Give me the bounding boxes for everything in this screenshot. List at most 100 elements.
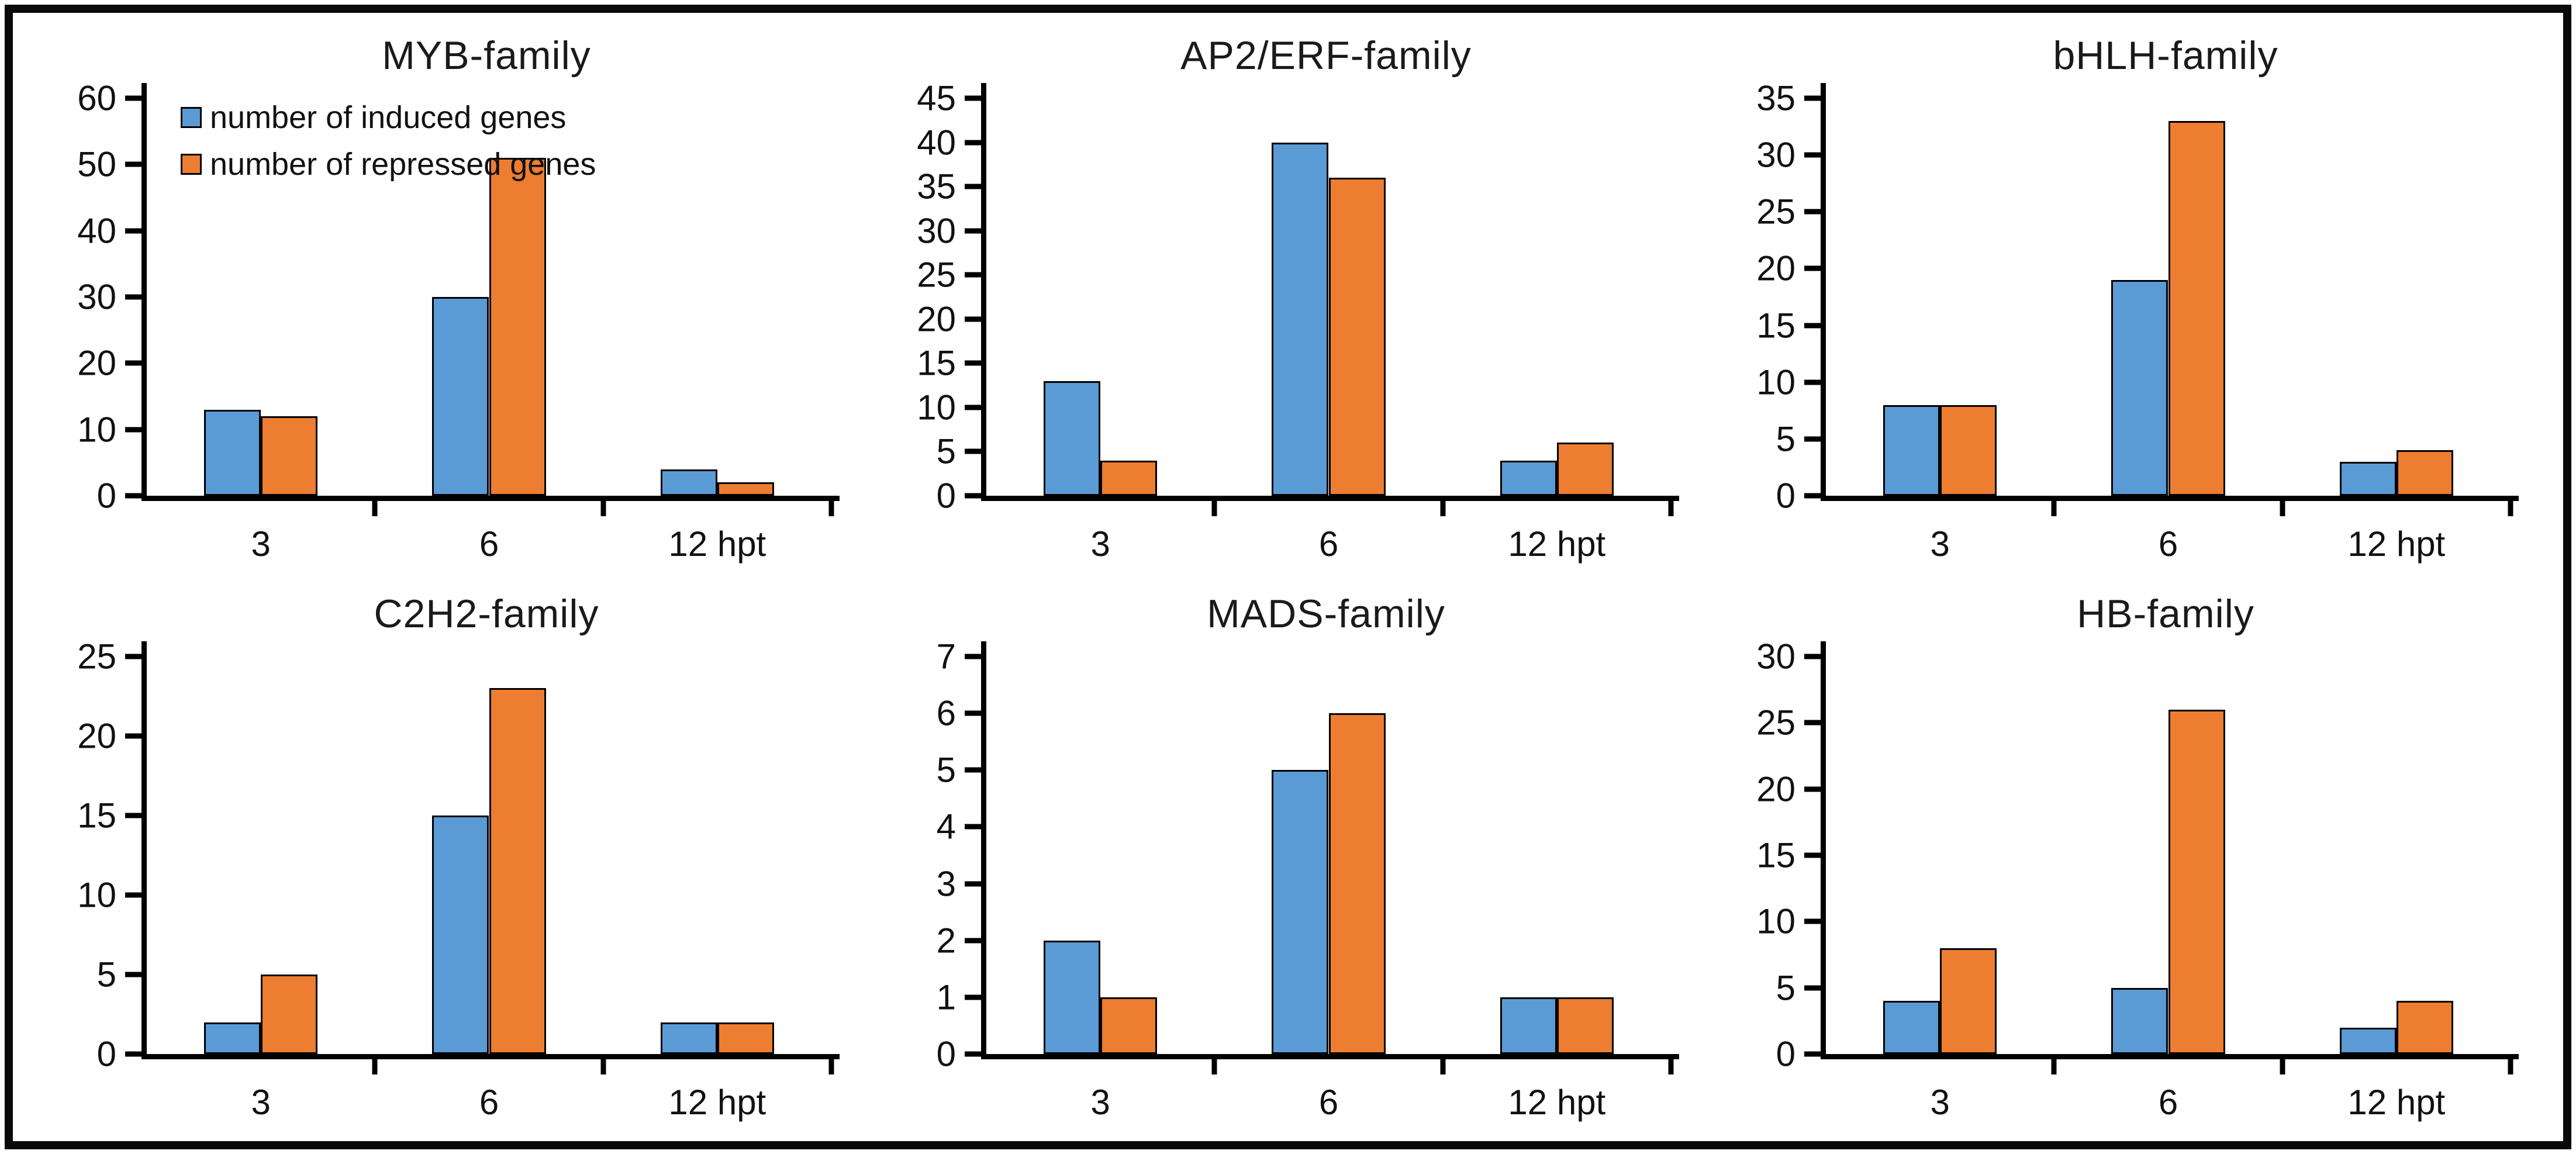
y-tick: [965, 184, 981, 189]
x-category-label: 12 hpt: [668, 524, 766, 564]
x-tick: [2051, 501, 2057, 516]
bar-induced-12-hpt: [2339, 461, 2397, 496]
bar-repressed-3: [1940, 948, 1997, 1054]
y-tick-label: 40: [77, 211, 116, 251]
y-tick: [965, 493, 981, 499]
y-tick: [1804, 95, 1821, 101]
chart-title: MYB-family: [382, 33, 591, 78]
x-category-label: 12 hpt: [1508, 524, 1606, 564]
bar-repressed-3: [261, 416, 318, 496]
y-tick-label: 5: [1776, 968, 1795, 1008]
x-tick: [1211, 501, 1217, 516]
x-category-label: 12 hpt: [1508, 1083, 1606, 1122]
y-tick-label: 35: [917, 167, 956, 206]
chart-title: MADS-family: [1207, 592, 1445, 636]
bar-induced-12-hpt: [1500, 997, 1557, 1054]
bar-repressed-6: [489, 158, 546, 496]
bar-repressed-6: [1328, 178, 1386, 496]
y-tick-label: 25: [77, 637, 116, 676]
y-tick-label: 20: [77, 716, 116, 756]
legend-label: number of induced genes: [210, 100, 567, 135]
y-tick: [965, 994, 981, 1000]
x-tick: [600, 1059, 606, 1074]
bar-induced-12-hpt: [660, 1022, 717, 1054]
y-tick: [965, 140, 981, 146]
y-axis-line: [141, 83, 147, 98]
x-axis-line: [2511, 496, 2519, 501]
bar-repressed-3: [1940, 405, 1997, 496]
bar-repressed-6: [489, 688, 546, 1054]
bar-induced-6: [2111, 279, 2168, 496]
y-tick: [1804, 1051, 1821, 1057]
x-category-label: 12 hpt: [2347, 524, 2446, 564]
y-tick: [965, 360, 981, 366]
y-axis-line: [141, 641, 147, 657]
legend-swatch-repressed-icon: [181, 154, 202, 175]
y-tick: [965, 272, 981, 278]
legend-item: number of induced genes: [181, 99, 596, 136]
bar-induced-6: [432, 297, 489, 496]
y-tick-label: 2: [936, 921, 956, 960]
y-tick: [125, 733, 141, 739]
bar-induced-3: [1883, 1001, 1940, 1054]
plot-area: 0 5 10 15 20 25 30 35 40 45 3 6 12 hpt: [917, 79, 1679, 564]
x-category-label: 3: [1090, 1083, 1110, 1122]
x-tick: [2051, 1059, 2057, 1074]
y-tick: [965, 405, 981, 410]
y-tick: [125, 892, 141, 898]
y-tick-label: 0: [1776, 1034, 1795, 1074]
x-tick: [2508, 501, 2513, 516]
x-tick: [2508, 1059, 2513, 1074]
y-tick: [965, 881, 981, 887]
y-tick: [965, 938, 981, 944]
x-category-label: 6: [1318, 1083, 1339, 1122]
x-tick: [1440, 501, 1446, 516]
y-tick-label: 20: [77, 343, 116, 383]
y-tick-label: 5: [1776, 419, 1795, 459]
bar-repressed-12-hpt: [717, 1022, 775, 1054]
bar-induced-12-hpt: [660, 469, 717, 496]
y-tick-label: 1: [936, 977, 956, 1017]
y-tick-label: 5: [936, 431, 956, 471]
x-tick: [828, 501, 834, 516]
chart-hb-family: HB-family 0 5 10 15 20 25 30 3 6 12 hpt: [1715, 579, 2540, 1138]
legend-swatch-induced-icon: [181, 107, 202, 128]
y-tick-label: 25: [917, 255, 956, 295]
y-tick-label: 0: [1776, 476, 1795, 516]
y-tick-label: 30: [1756, 135, 1795, 175]
y-tick: [965, 316, 981, 322]
chart-title: bHLH-family: [2053, 33, 2278, 78]
y-tick: [1804, 436, 1821, 442]
y-tick: [1804, 985, 1821, 991]
y-tick: [125, 1051, 141, 1057]
y-tick-label: 35: [1756, 78, 1795, 118]
y-tick-label: 0: [936, 476, 956, 516]
y-tick-label: 4: [936, 807, 956, 847]
bar-repressed-6: [1328, 713, 1386, 1054]
y-tick-label: 5: [96, 955, 116, 994]
bar-repressed-12-hpt: [2396, 450, 2454, 496]
x-tick: [372, 501, 378, 516]
y-tick-label: 10: [1756, 362, 1795, 402]
x-category-label: 3: [251, 1083, 271, 1122]
y-tick: [965, 228, 981, 234]
y-tick: [965, 1051, 981, 1057]
bar-repressed-12-hpt: [1556, 997, 1614, 1054]
x-axis-line: [831, 496, 840, 501]
bar-induced-6: [2111, 987, 2168, 1054]
y-tick-label: 25: [1756, 192, 1795, 232]
x-category-label: 3: [251, 524, 271, 564]
x-category-label: 3: [1090, 524, 1110, 564]
y-tick-label: 10: [77, 410, 116, 450]
y-tick: [965, 95, 981, 101]
charts-grid: MYB-family 0 10 20 30 40 50 60 3 6 12 hpt number o…: [13, 13, 2563, 1141]
y-tick: [125, 95, 141, 101]
y-tick-label: 20: [1756, 248, 1795, 288]
y-tick: [125, 161, 141, 167]
legend: number of induced genes number of repress…: [181, 99, 596, 182]
y-tick: [965, 824, 981, 830]
bar-induced-12-hpt: [1500, 460, 1557, 496]
y-axis-line: [981, 83, 986, 98]
bar-induced-3: [203, 1022, 261, 1054]
